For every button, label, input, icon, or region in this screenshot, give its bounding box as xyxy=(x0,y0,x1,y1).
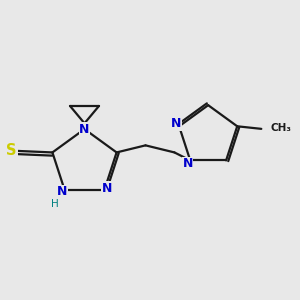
Text: N: N xyxy=(102,182,112,195)
Text: N: N xyxy=(171,117,181,130)
Text: N: N xyxy=(57,185,67,198)
Text: N: N xyxy=(79,123,90,136)
Text: N: N xyxy=(182,157,193,170)
Text: H: H xyxy=(51,199,59,208)
Text: CH₃: CH₃ xyxy=(270,123,291,133)
Text: S: S xyxy=(6,143,17,158)
